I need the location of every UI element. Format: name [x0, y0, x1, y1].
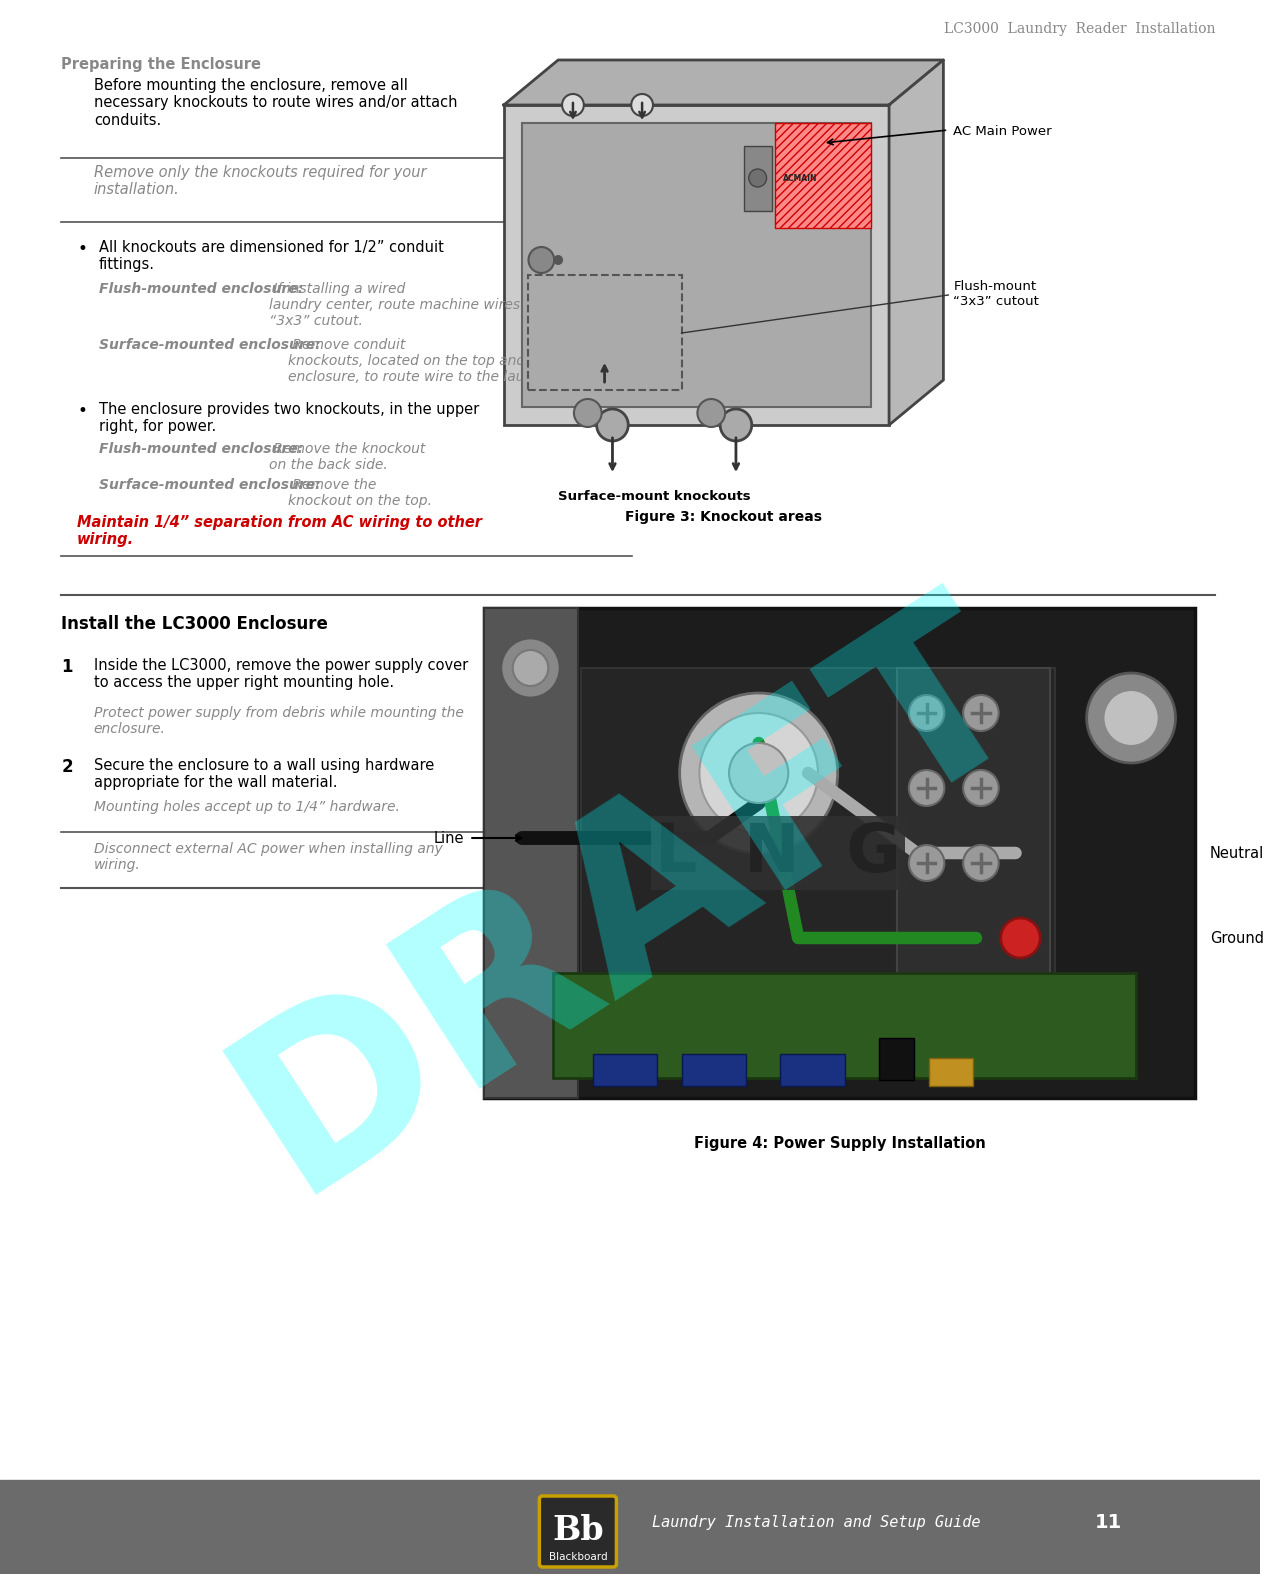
Circle shape	[529, 247, 555, 272]
Circle shape	[1103, 689, 1159, 746]
Bar	[484, 608, 1195, 1099]
Bar	[743, 146, 771, 211]
Text: Figure 4: Power Supply Installation: Figure 4: Power Supply Installation	[694, 1136, 986, 1151]
Text: All knockouts are dimensioned for 1/2” conduit
fittings.: All knockouts are dimensioned for 1/2” c…	[98, 239, 444, 272]
Circle shape	[963, 845, 998, 881]
Polygon shape	[889, 60, 944, 425]
Bar	[521, 123, 871, 408]
Text: Flush-mounted enclosure:: Flush-mounted enclosure:	[98, 282, 303, 296]
Text: 1: 1	[61, 658, 73, 675]
Text: Inside the LC3000, remove the power supply cover
to access the upper right mount: Inside the LC3000, remove the power supp…	[94, 658, 468, 691]
Circle shape	[1001, 918, 1040, 959]
Text: Maintain 1/4” separation from AC wiring to other
wiring.: Maintain 1/4” separation from AC wiring …	[76, 515, 482, 548]
Text: Remove only the knockouts required for your
installation.: Remove only the knockouts required for y…	[94, 165, 426, 197]
Circle shape	[597, 409, 629, 441]
Bar	[504, 105, 889, 425]
Bar	[780, 1055, 844, 1086]
Text: Remove conduit
knockouts, located on the top and bottom of the
enclosure, to rou: Remove conduit knockouts, located on the…	[288, 338, 632, 384]
Text: Install the LC3000 Enclosure: Install the LC3000 Enclosure	[61, 615, 328, 633]
Text: LC3000  Laundry  Reader  Installation: LC3000 Laundry Reader Installation	[944, 22, 1215, 36]
Text: Surface-mount knockouts: Surface-mount knockouts	[558, 490, 751, 504]
Text: Neutral: Neutral	[1210, 845, 1265, 861]
Text: Figure 3: Knockout areas: Figure 3: Knockout areas	[625, 510, 821, 524]
Text: L  N  G: L N G	[655, 820, 901, 886]
Text: Surface-mounted enclosure:: Surface-mounted enclosure:	[98, 338, 320, 353]
Text: Bb: Bb	[552, 1514, 603, 1547]
Text: Remove the
knockout on the top.: Remove the knockout on the top.	[288, 478, 432, 508]
Text: If installing a wired
laundry center, route machine wires through the
“3x3” cuto: If installing a wired laundry center, ro…	[269, 282, 606, 329]
Text: Mounting holes accept up to 1/4” hardware.: Mounting holes accept up to 1/4” hardwar…	[94, 800, 400, 814]
Bar	[529, 275, 682, 390]
Bar	[0, 1480, 1260, 1574]
Text: Protect power supply from debris while mounting the
enclosure.: Protect power supply from debris while m…	[94, 707, 464, 737]
Bar	[880, 1037, 914, 1080]
Circle shape	[697, 398, 725, 427]
Circle shape	[631, 94, 653, 116]
Circle shape	[562, 94, 584, 116]
Text: Blackboard: Blackboard	[548, 1552, 607, 1561]
Circle shape	[513, 650, 548, 686]
Bar	[775, 123, 871, 228]
Polygon shape	[504, 60, 944, 105]
Text: Remove the knockout
on the back side.: Remove the knockout on the back side.	[269, 442, 425, 472]
Circle shape	[909, 696, 945, 730]
Bar	[682, 1055, 746, 1086]
Circle shape	[501, 637, 560, 697]
Circle shape	[909, 845, 945, 881]
Text: Disconnect external AC power when installing any
wiring.: Disconnect external AC power when instal…	[94, 842, 442, 872]
Text: Before mounting the enclosure, remove all
necessary knockouts to route wires and: Before mounting the enclosure, remove al…	[94, 79, 458, 127]
Text: Flush-mounted enclosure:: Flush-mounted enclosure:	[98, 442, 303, 456]
Text: Flush-mount
“3x3” cutout: Flush-mount “3x3” cutout	[954, 280, 1039, 309]
Circle shape	[1086, 674, 1176, 763]
Circle shape	[720, 409, 752, 441]
Text: •: •	[76, 401, 87, 420]
Circle shape	[729, 743, 788, 803]
Text: •: •	[76, 239, 87, 258]
Text: 2: 2	[61, 759, 73, 776]
Text: Surface-mounted enclosure:: Surface-mounted enclosure:	[98, 478, 320, 493]
Text: Ground: Ground	[1210, 930, 1264, 946]
Text: Preparing the Enclosure: Preparing the Enclosure	[61, 57, 261, 72]
Bar	[896, 667, 1051, 1018]
Circle shape	[748, 168, 766, 187]
Circle shape	[963, 696, 998, 730]
Bar	[553, 973, 1136, 1078]
Text: ACMAIN: ACMAIN	[783, 173, 817, 183]
Text: AC Main Power: AC Main Power	[954, 124, 1052, 139]
Bar	[581, 667, 1054, 1018]
Circle shape	[909, 770, 945, 806]
FancyBboxPatch shape	[539, 1495, 616, 1568]
Circle shape	[680, 693, 838, 853]
Circle shape	[700, 713, 819, 833]
Text: DRAFT: DRAFT	[198, 563, 1062, 1236]
Circle shape	[574, 398, 602, 427]
Text: 11: 11	[1094, 1513, 1122, 1532]
Bar	[928, 1058, 973, 1086]
Text: The enclosure provides two knockouts, in the upper
right, for power.: The enclosure provides two knockouts, in…	[98, 401, 479, 434]
Text: Line: Line	[434, 831, 464, 845]
Bar	[484, 608, 578, 1099]
Bar	[593, 1055, 657, 1086]
Text: Laundry Installation and Setup Guide: Laundry Installation and Setup Guide	[652, 1514, 980, 1530]
Circle shape	[553, 255, 564, 264]
Text: Secure the enclosure to a wall using hardware
appropriate for the wall material.: Secure the enclosure to a wall using har…	[94, 759, 434, 790]
Circle shape	[963, 770, 998, 806]
